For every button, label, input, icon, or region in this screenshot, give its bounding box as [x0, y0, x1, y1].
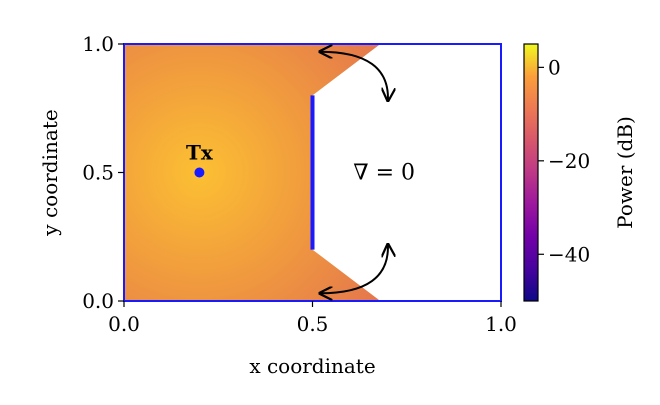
x-axis: 0.0 0.5 1.0	[108, 301, 517, 336]
x-tick-label: 0.0	[108, 312, 140, 336]
transmitter-marker	[194, 167, 205, 178]
x-tick-label: 0.5	[297, 312, 329, 336]
transmitter-label: Tx	[186, 141, 214, 165]
x-axis-label: x coordinate	[249, 354, 375, 378]
y-tick-label: 0.5	[82, 161, 114, 185]
colorbar-label: Power (dB)	[613, 116, 637, 229]
curved-arrow-bottom	[320, 244, 388, 293]
plot-area: Tx ∇ = 0	[123, 43, 502, 302]
region-annotation: ∇ = 0	[353, 161, 415, 186]
x-tick-label: 1.0	[485, 312, 517, 336]
y-tick-label: 0.0	[82, 289, 114, 313]
y-tick-label: 1.0	[82, 32, 114, 56]
power-field-region	[124, 44, 381, 301]
colorbar-gradient	[523, 43, 539, 302]
colorbar-tick-label: 0	[548, 55, 561, 79]
curved-arrow-top	[320, 52, 388, 101]
colorbar: 0 −20 −40 Power (dB)	[523, 43, 637, 302]
colorbar-tick-label: −40	[548, 242, 590, 266]
colorbar-tick-label: −20	[548, 149, 590, 173]
y-axis: 0.0 0.5 1.0	[82, 32, 124, 313]
colorbar-ticks: 0 −20 −40	[538, 55, 590, 266]
y-axis-label: y coordinate	[38, 109, 62, 236]
